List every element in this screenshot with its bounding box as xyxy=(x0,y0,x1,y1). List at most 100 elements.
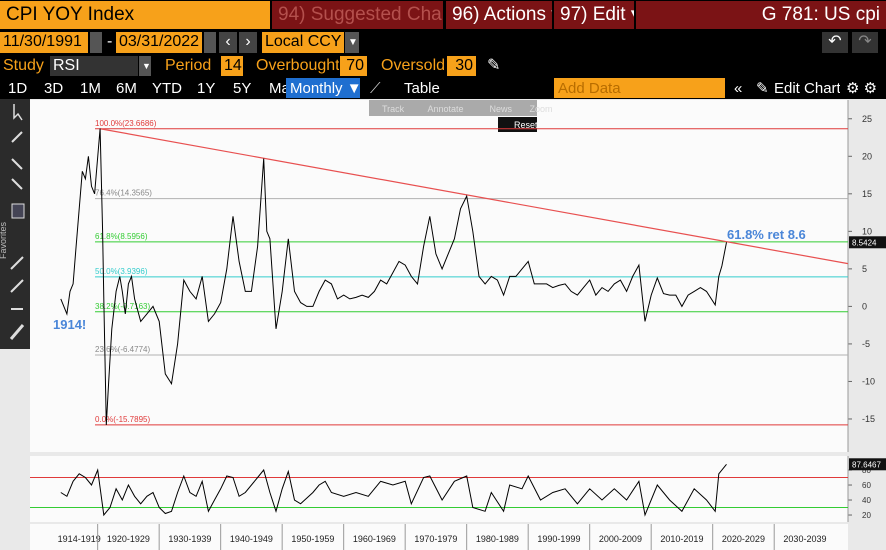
x-tick-label: 1970-1979 xyxy=(414,534,457,544)
x-tick-label: 1950-1959 xyxy=(291,534,334,544)
calendar-icon[interactable] xyxy=(90,32,102,53)
table-button[interactable]: Table xyxy=(404,80,440,97)
x-tick-label: 2000-2009 xyxy=(599,534,642,544)
fib-level-label: 38.2%(-0.7163) xyxy=(95,302,150,311)
x-tick-label: 1960-1969 xyxy=(353,534,396,544)
y-tick-label: 60 xyxy=(862,481,871,490)
y-tick-label: 0 xyxy=(862,301,867,311)
chart-tool-button[interactable]: News xyxy=(490,104,513,114)
text-tool[interactable] xyxy=(11,203,25,219)
dropdown-arrow[interactable]: ▼ xyxy=(345,32,359,53)
reset-button-bg xyxy=(498,117,537,132)
x-tick-label: 2020-2029 xyxy=(722,534,765,544)
oversold-label: Oversold xyxy=(381,57,446,74)
study-select[interactable]: RSI xyxy=(50,56,138,76)
edit-chart-button[interactable]: Edit Chart xyxy=(774,80,840,97)
rsi-plot-area xyxy=(30,456,848,522)
favorites-label: Favorites xyxy=(0,221,8,259)
overbought-input[interactable]: 70 xyxy=(340,56,367,76)
security-field[interactable]: CPI YOY Index xyxy=(0,1,270,29)
range-button[interactable]: 1Y xyxy=(197,80,216,97)
date-dash: - xyxy=(107,33,113,50)
y-tick-label: -5 xyxy=(862,339,870,349)
y-tick-label: -15 xyxy=(862,414,875,424)
page-id: G 781: US cpi xyxy=(636,1,886,29)
frequency-select[interactable]: Monthly ▼ xyxy=(286,78,360,98)
x-tick-label: 1920-1929 xyxy=(107,534,150,544)
add-data-input[interactable]: Add Data xyxy=(554,78,725,98)
chart-tool-button[interactable]: Track xyxy=(382,104,405,114)
range-button[interactable]: 1D xyxy=(8,80,28,97)
currency-select[interactable]: Local CCY xyxy=(262,32,344,53)
end-date[interactable]: 03/31/2022 xyxy=(116,32,202,53)
chart-tool-button[interactable]: Annotate xyxy=(428,104,464,114)
period-label: Period xyxy=(165,57,212,74)
range-button[interactable]: 6M xyxy=(116,80,137,97)
fib-level-label: 50.0%(3.9396) xyxy=(95,267,148,276)
fib-level-label: 61.8%(8.5956) xyxy=(95,232,148,241)
y-tick-label: 5 xyxy=(862,264,867,274)
trendline xyxy=(100,128,849,265)
range-button[interactable]: 1M xyxy=(80,80,101,97)
x-axis-area xyxy=(30,524,848,550)
range-button[interactable]: 3D xyxy=(44,80,64,97)
prev-button[interactable]: ‹ xyxy=(219,32,237,53)
range-button[interactable]: YTD xyxy=(152,80,182,97)
suggested-charts[interactable]: 94) Suggested Charts xyxy=(272,1,443,29)
x-tick-label: 1914-1919 xyxy=(58,534,101,544)
series-line xyxy=(60,128,727,426)
last-value-label: 87.6467 xyxy=(852,460,881,469)
annotation: 1914! xyxy=(53,317,86,332)
y-tick-label: 20 xyxy=(862,151,872,161)
actions-menu[interactable]: 96) Actions ▾ xyxy=(446,1,552,29)
channel-tool[interactable] xyxy=(9,324,25,340)
dropdown-arrow[interactable]: ▼ xyxy=(139,56,151,76)
overbought-label: Overbought xyxy=(256,57,339,74)
line-tool[interactable] xyxy=(11,178,23,190)
calendar-icon[interactable] xyxy=(204,32,216,53)
y-tick-label: 40 xyxy=(862,496,871,505)
last-value-label: 8.5424 xyxy=(852,238,877,247)
pointer-tool[interactable] xyxy=(13,104,23,121)
draw-tool[interactable] xyxy=(11,131,23,143)
reset-button[interactable]: Reset xyxy=(514,120,538,130)
fib-level-label: 0.0%(-15.7895) xyxy=(95,415,150,424)
chart-type-icon[interactable]: ⟋ xyxy=(370,80,381,97)
y-tick-label: -10 xyxy=(862,376,875,386)
fib-level-label: 23.6%(-6.4774) xyxy=(95,345,150,354)
pencil-icon[interactable]: ✎ xyxy=(487,57,501,74)
last-value-box xyxy=(849,236,886,249)
chart: Favorites Track Annotate News Zoom Reset -15 -… xyxy=(0,99,886,550)
side-toolbar xyxy=(0,99,30,349)
period-input[interactable]: 14 xyxy=(221,56,243,76)
pencil-icon[interactable]: ✎ xyxy=(756,80,769,97)
series-line xyxy=(60,463,727,517)
y-tick-label: 15 xyxy=(862,189,872,199)
range-button[interactable]: 5Y xyxy=(233,80,252,97)
start-date[interactable]: 11/30/1991 xyxy=(0,32,88,53)
x-tick-label: 2010-2019 xyxy=(660,534,703,544)
annotation: 61.8% ret 8.6 xyxy=(727,227,806,242)
undo-button[interactable]: ↶ xyxy=(822,32,848,53)
edit-menu[interactable]: 97) Edit ▾ xyxy=(554,1,634,29)
trend-tool[interactable] xyxy=(10,256,24,270)
oversold-input[interactable]: 30 xyxy=(447,56,476,76)
y-tick-label: 10 xyxy=(862,226,872,236)
main-plot-area xyxy=(30,100,848,452)
next-button[interactable]: › xyxy=(239,32,257,53)
x-tick-label: 1990-1999 xyxy=(537,534,580,544)
x-tick-label: 1940-1949 xyxy=(230,534,273,544)
collapse-button[interactable]: « xyxy=(734,80,743,97)
y-tick-label: 80 xyxy=(862,466,871,475)
trend-tool[interactable] xyxy=(10,279,24,293)
fib-level-label: 76.4%(14.3565) xyxy=(95,189,152,198)
x-tick-label: 1980-1989 xyxy=(476,534,519,544)
x-tick-label: 1930-1939 xyxy=(168,534,211,544)
line-tool[interactable] xyxy=(11,158,23,170)
y-tick-label: 25 xyxy=(862,114,872,124)
redo-button[interactable]: ↷ xyxy=(852,32,878,53)
settings-icons[interactable]: ⚙ ⚙ xyxy=(846,80,878,97)
x-tick-label: 2030-2039 xyxy=(783,534,826,544)
chart-tool-button[interactable]: Zoom xyxy=(530,104,553,114)
y-tick-label: 20 xyxy=(862,511,871,520)
